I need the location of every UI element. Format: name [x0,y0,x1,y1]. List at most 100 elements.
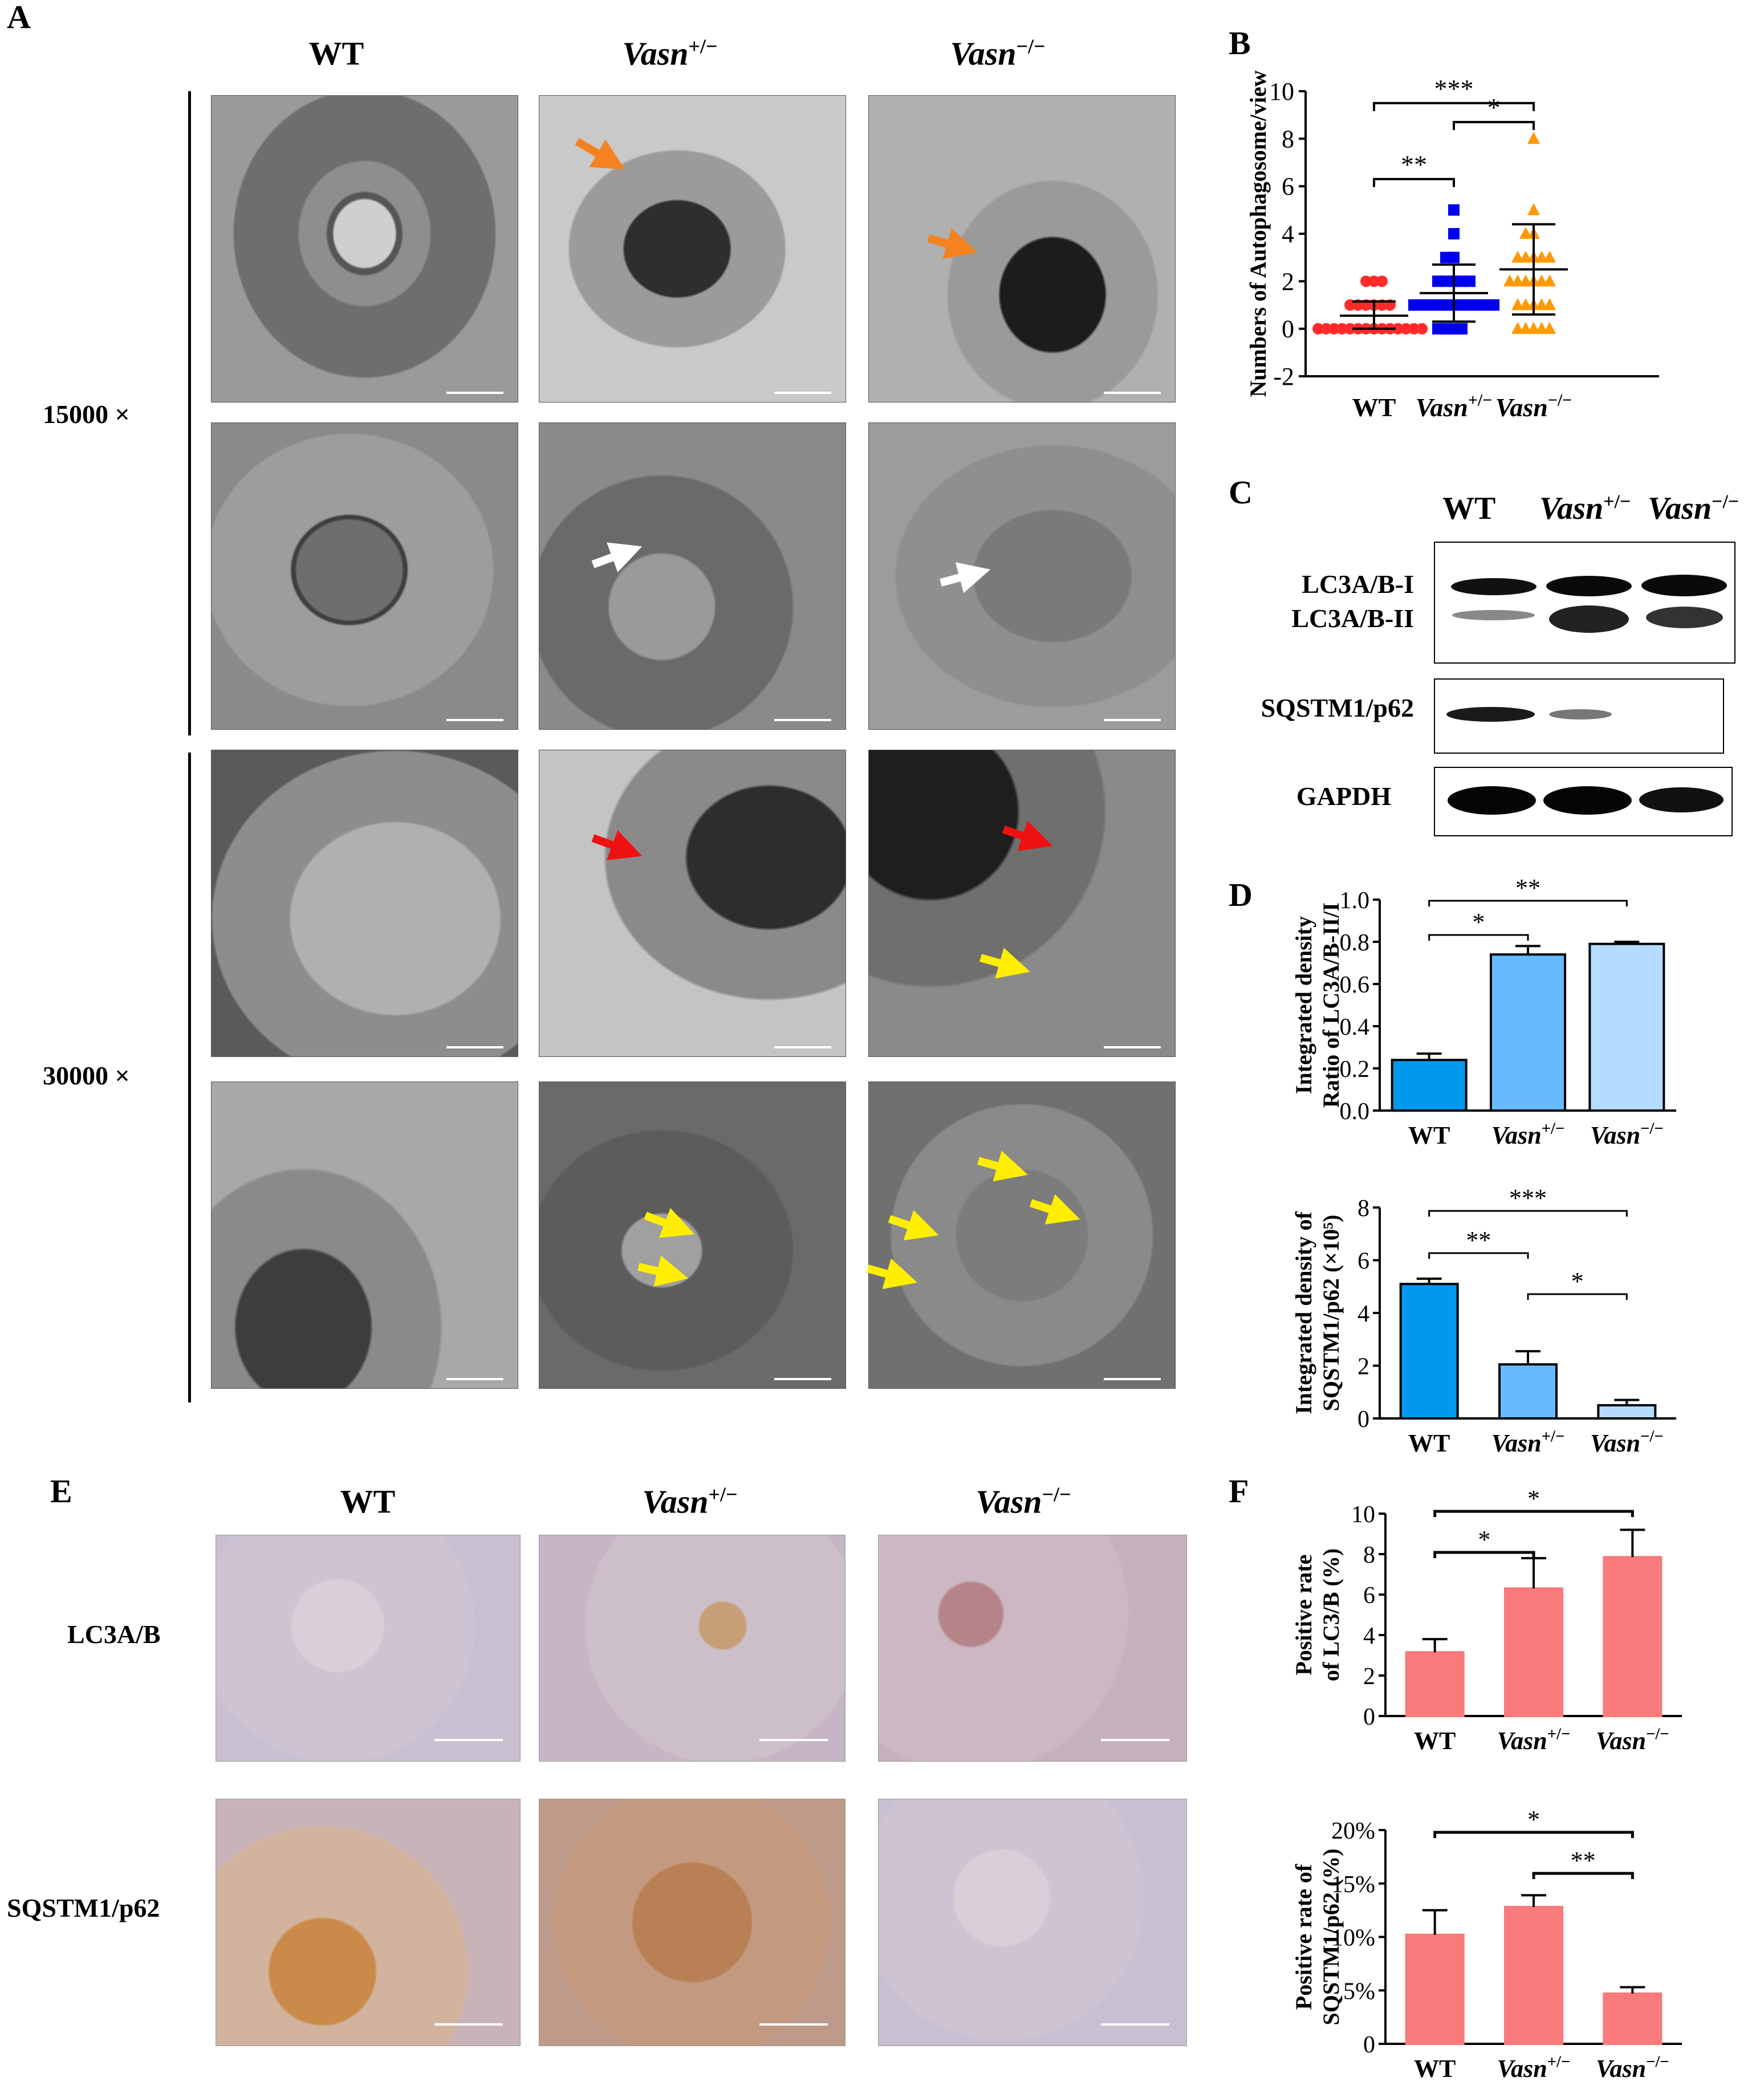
y-axis-label: Numbers of Autophagosome/view [1245,70,1271,397]
blot-label-p62: SQSTM1/p62 [1261,693,1414,722]
significance-label: * [1472,908,1485,936]
data-point [1376,275,1388,287]
ihc-header-ko: Vasn−/− [869,1482,1177,1520]
data-point [1408,323,1420,335]
data-point [1511,322,1524,334]
panel-label-c: C [1229,474,1253,511]
y-tick-label: 6 [1357,1249,1369,1275]
data-point [1344,323,1356,335]
x-tick-label: Vasn−/− [1596,2053,1669,2083]
y-axis-label: SQSTM1/p62 (×10⁵) [1318,1215,1344,1412]
significance-label: *** [1509,1186,1547,1212]
band-lc3-ii-wt [1452,610,1535,620]
y-tick-label: 4 [1363,1623,1375,1649]
significance-bracket [1532,1872,1634,1879]
panel-label-a: A [7,0,31,35]
x-tick-label: Vasn−/− [1590,1428,1664,1457]
data-point [1312,323,1324,335]
bar [1603,1556,1663,1717]
y-tick-label: 2 [1282,267,1294,295]
band-lc3-ii-ko [1646,607,1723,628]
blot-header-het: Vasn+/− [1539,490,1631,527]
blot-label-gapdh: GAPDH [1296,782,1391,811]
y-tick-label: 10 [1351,1502,1375,1528]
data-point [1368,275,1380,287]
y-tick-label: 1.0 [1340,888,1370,914]
data-point [1360,275,1372,287]
red-arrow [1002,820,1053,851]
em-image-ko-15000-a [868,95,1176,402]
y-tick-label: 8 [1363,1542,1375,1568]
x-tick-label: Vasn+/− [1497,2053,1571,2083]
red-arrow [591,830,643,860]
ihc-image-p62-ko [878,1799,1187,2046]
em-image-het-30000-a [539,750,846,1057]
y-axis-label: SQSTM1/p62 (%) [1318,1848,1344,2025]
bar [1405,1651,1465,1717]
x-tick-label: Vasn+/− [1491,1428,1565,1457]
em-image-wt-30000-a [211,750,518,1057]
significance-bracket [1428,1252,1529,1259]
significance-label: *** [1434,74,1474,103]
y-tick-label: -2 [1273,363,1294,391]
bracket-line-30000 [188,753,191,1402]
genotype-ko-sup: −/− [1016,35,1046,58]
x-tick-label: Vasn−/− [1590,1120,1664,1149]
orange-arrow [927,228,978,259]
ihc-header-het-base: Vasn [642,1483,709,1520]
data-point [1448,204,1460,216]
yellow-arrow [1029,1194,1080,1225]
x-tick-label: WT [1408,1121,1450,1149]
bar [1588,942,1665,1112]
chart-lc3-positive-rate-bar: 0 2 4 6 8 10 Positive rate of LC3/B (%) WT Vasn+/… [1294,1491,1682,1755]
x-tick-label: Vasn+/− [1491,1120,1565,1149]
y-tick-label: 0 [1357,1406,1369,1433]
genotype-het-base: Vasn [622,35,689,72]
chart-p62-density-bar: 0 2 4 6 8 Integrated density of SQSTM1/p62 (×1… [1294,1186,1676,1457]
y-tick-label: 0 [1363,1704,1375,1730]
significance-label: ** [1401,150,1427,179]
data-point [1448,228,1460,239]
data-point [1511,298,1524,310]
x-tick-label: Vasn−/− [1596,1725,1669,1755]
yellow-arrow [979,948,1030,979]
data-point [1488,299,1499,311]
white-arrow [940,562,991,593]
bar [1603,1992,1663,2045]
ihc-image-p62-wt [216,1799,521,2046]
y-axis-label: Ratio of LC3A/B-II/I [1318,902,1344,1108]
data-point [1535,322,1548,334]
data-point [1432,323,1444,335]
blot-header-wt: WT [1442,491,1496,526]
blot-header-het-base: Vasn [1539,491,1604,526]
data-point [1432,275,1444,287]
yellow-arrow [977,1150,1028,1182]
significance-label: * [1571,1267,1584,1295]
blot-column-headers: WT Vasn+/− Vasn−/− [1442,490,1762,536]
data-point [1519,274,1532,287]
band-gapdh-ko [1639,787,1724,812]
x-tick-label: WT [1414,2055,1456,2083]
significance-bracket [1428,900,1628,906]
ihc-header-wt: WT [214,1482,522,1520]
data-point [1535,250,1548,263]
x-tick-label: Vasn+/− [1416,391,1492,422]
x-tick-label: Vasn−/− [1495,391,1572,422]
x-tick-label: Vasn+/− [1497,1725,1571,1755]
y-tick-label: 15% [1331,1872,1375,1898]
y-tick-label: 0.8 [1340,930,1370,956]
y-axis-label: Positive rate [1294,1554,1316,1675]
data-point [1336,323,1348,335]
band-lc3-i-ko [1641,575,1727,596]
em-arrows-overlay [575,137,1080,1290]
data-point [1328,323,1340,335]
y-tick-label: 0.2 [1340,1056,1370,1083]
band-p62-het [1549,709,1612,719]
ihc-row-label-p62: SQSTM1/p62 [7,1893,160,1922]
panel-label-b: B [1229,25,1251,62]
significance-label: * [1487,93,1501,122]
bar [1391,1059,1468,1112]
band-gapdh-wt [1448,786,1536,815]
em-image-wt-15000-b [211,422,518,730]
y-tick-label: 0 [1363,2032,1375,2058]
